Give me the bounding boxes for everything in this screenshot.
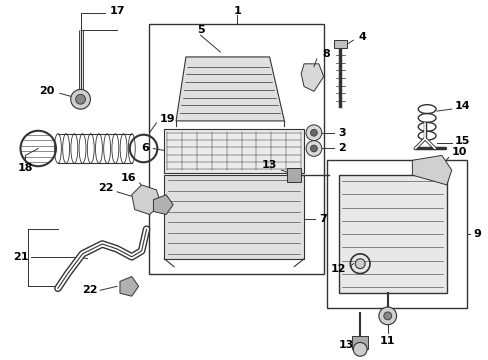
Bar (326, 160, 466, 308)
Polygon shape (153, 195, 173, 215)
Bar (338, 175, 446, 293)
Text: 4: 4 (358, 32, 366, 42)
Text: 5: 5 (197, 25, 204, 35)
Circle shape (355, 259, 365, 269)
Text: 1: 1 (233, 6, 241, 15)
Text: 9: 9 (472, 229, 480, 239)
Text: 10: 10 (451, 148, 466, 157)
Bar (351, 336, 367, 349)
Text: 11: 11 (379, 336, 395, 346)
Text: 13: 13 (338, 341, 353, 350)
Text: 13: 13 (262, 160, 277, 170)
Text: 3: 3 (338, 128, 346, 138)
Bar (287, 168, 301, 182)
Text: 6: 6 (142, 144, 149, 153)
Text: 22: 22 (99, 183, 114, 193)
Polygon shape (301, 64, 323, 91)
Text: 21: 21 (13, 252, 28, 262)
Circle shape (383, 312, 391, 320)
Text: 16: 16 (121, 173, 137, 183)
Text: 17: 17 (109, 6, 124, 15)
Circle shape (310, 129, 317, 136)
Text: 12: 12 (330, 264, 346, 274)
Text: 8: 8 (322, 49, 330, 59)
Circle shape (352, 342, 366, 356)
Text: 18: 18 (18, 163, 33, 173)
Circle shape (305, 125, 321, 141)
Bar (164, 129, 304, 173)
Polygon shape (411, 156, 451, 185)
Text: 20: 20 (40, 86, 55, 96)
Text: 15: 15 (454, 136, 469, 145)
Text: 2: 2 (338, 144, 346, 153)
Circle shape (310, 145, 317, 152)
Polygon shape (176, 57, 284, 121)
Circle shape (76, 94, 85, 104)
Text: 7: 7 (318, 215, 326, 224)
Polygon shape (120, 276, 139, 296)
Circle shape (305, 141, 321, 156)
Bar (333, 40, 346, 48)
Text: 19: 19 (159, 114, 175, 124)
Text: 14: 14 (454, 101, 469, 111)
Circle shape (378, 307, 396, 325)
Bar (164, 175, 304, 259)
Circle shape (71, 89, 90, 109)
Polygon shape (131, 185, 161, 215)
Bar (149, 24, 323, 274)
Text: 22: 22 (81, 285, 97, 295)
